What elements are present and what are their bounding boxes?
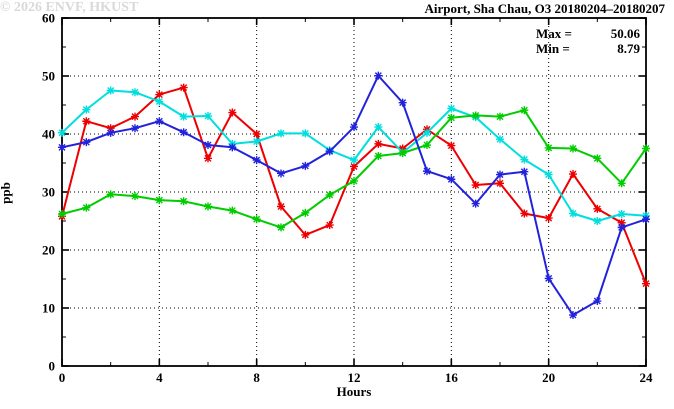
x-tick-label: 20 — [542, 370, 555, 385]
x-tick-label: 24 — [640, 370, 654, 385]
y-tick-label: 10 — [42, 301, 55, 316]
stats-max-label: Max = — [536, 26, 572, 41]
y-tick-label: 0 — [49, 359, 56, 374]
y-tick-label: 60 — [42, 11, 55, 26]
x-tick-label: 16 — [445, 370, 459, 385]
y-tick-label: 30 — [42, 185, 55, 200]
stats-min: Min = 8.79 — [536, 41, 640, 56]
blue-series-line — [61, 74, 647, 316]
watermark: © 2026 ENVF, HKUST — [0, 0, 139, 15]
y-tick-label: 40 — [42, 127, 55, 142]
x-tick-label: 0 — [59, 370, 66, 385]
x-tick-label: 4 — [156, 370, 163, 385]
chart-title: Airport, Sha Chau, O3 20180204–20180207 — [424, 1, 665, 16]
stats-min-value: 8.79 — [617, 41, 640, 56]
x-tick-label: 8 — [253, 370, 260, 385]
blue-series-markers — [58, 71, 650, 320]
y-axis-label: ppb — [0, 182, 13, 204]
x-tick-label: 12 — [348, 370, 361, 385]
stats-max-value: 50.06 — [610, 26, 640, 41]
stats-box: Max = 50.06 Min = 8.79 — [536, 26, 640, 56]
cyan-series-markers — [58, 86, 650, 225]
x-axis-label: Hours — [336, 384, 372, 399]
plot-border — [61, 17, 647, 367]
green-series-markers — [58, 106, 650, 232]
y-tick-label: 20 — [42, 243, 55, 258]
stats-min-label: Min = — [536, 41, 570, 56]
y-tick-label: 50 — [42, 69, 55, 84]
stats-max: Max = 50.06 — [536, 26, 640, 41]
